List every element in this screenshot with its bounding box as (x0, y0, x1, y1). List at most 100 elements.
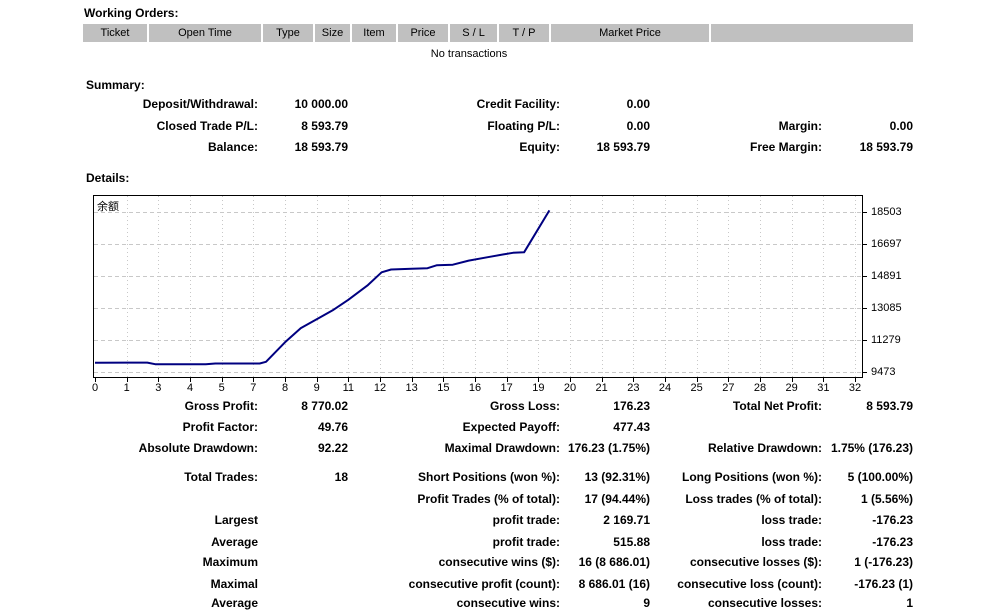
stat-value: -176.23 (872, 535, 913, 549)
x-axis-tick-label: 27 (722, 382, 735, 394)
stat-label: loss trade: (761, 513, 822, 527)
stat-label: Absolute Drawdown: (138, 441, 258, 455)
no-transactions-message: No transactions (430, 48, 508, 60)
stat-value: 1.75% (176.23) (830, 441, 913, 455)
column-header-price: Price (398, 24, 448, 42)
summary-row: Balance: 18 593.79 Equity: 18 593.79 Fre… (0, 140, 994, 156)
stat-label: Gross Loss: (489, 399, 560, 413)
y-axis-tick-label: 13085 (871, 302, 902, 314)
details-row: Maximal consecutive profit (count): 8 68… (0, 577, 994, 593)
column-header-tp: T / P (499, 24, 549, 42)
stat-value: 477.43 (613, 420, 650, 434)
column-header-open-time: Open Time (149, 24, 261, 42)
x-axis-tick-label: 29 (785, 382, 798, 394)
stat-label: Average (211, 535, 258, 549)
column-header-market-price: Market Price (551, 24, 709, 42)
y-axis-tick-label: 11279 (871, 334, 901, 346)
x-axis-tick-label: 1 (123, 382, 130, 394)
stat-value: 49.76 (317, 420, 348, 434)
details-row: Average profit trade: 515.88 loss trade:… (0, 535, 994, 551)
stat-label: Balance: (207, 140, 258, 154)
chart-canvas (93, 195, 867, 382)
stat-value: 176.23 (613, 399, 650, 413)
stat-value: 18 593.79 (596, 140, 650, 154)
stat-value: 18 593.79 (859, 140, 913, 154)
column-header-empty (711, 24, 913, 42)
stat-value: 13 (92.31%) (584, 470, 650, 484)
stat-value: 0.00 (889, 119, 913, 133)
stat-value: -176.23 (1) (854, 577, 913, 591)
stat-value: 9 (643, 596, 650, 610)
x-axis-tick-label: 17 (500, 382, 513, 394)
stat-value: 92.22 (317, 441, 348, 455)
x-axis-tick-label: 20 (563, 382, 577, 394)
stat-label: consecutive loss (count): (677, 577, 822, 591)
stat-value: 0.00 (626, 97, 650, 111)
balance-chart: 余额 0 1 3 4 5 7 8 9 11 12 13 15 16 17 19 20 21 23 24 25 27 28 2… (91, 195, 993, 405)
stat-label: Average (211, 596, 258, 610)
stat-label: Relative Drawdown: (707, 441, 822, 455)
stat-label: Long Positions (won %): (682, 470, 822, 484)
working-orders-title: Working Orders: (84, 6, 179, 20)
details-row: Absolute Drawdown: 92.22 Maximal Drawdow… (0, 441, 994, 457)
x-axis-tick-label: 24 (658, 382, 672, 394)
stat-label: Gross Profit: (184, 399, 258, 413)
stat-value: 10 000.00 (294, 97, 348, 111)
summary-row: Deposit/Withdrawal: 10 000.00 Credit Fac… (0, 97, 994, 113)
x-axis-tick-label: 28 (753, 382, 767, 394)
y-axis-tick-label: 18503 (871, 206, 902, 218)
x-axis-tick-label: 23 (627, 382, 640, 394)
stat-value: 2 169.71 (603, 513, 650, 527)
summary-title: Summary: (86, 78, 145, 92)
column-header-ticket: Ticket (83, 24, 147, 42)
working-orders-header-row: Ticket Open Time Type Size Item Price S … (83, 24, 913, 42)
stat-label: Floating P/L: (487, 119, 560, 133)
stat-label: Total Net Profit: (732, 399, 822, 413)
column-header-sl: S / L (450, 24, 497, 42)
stat-label: Equity: (519, 140, 560, 154)
stat-label: profit trade: (492, 513, 560, 527)
stat-label: Closed Trade P/L: (156, 119, 258, 133)
details-row: Total Trades: 18 Short Positions (won %)… (0, 470, 994, 486)
stat-label: Margin: (778, 119, 822, 133)
stat-label: profit trade: (492, 535, 560, 549)
stat-value: 8 686.01 (16) (578, 577, 650, 591)
balance-line (94, 209, 551, 366)
stat-value: 1 (-176.23) (854, 555, 913, 569)
x-axis-tick-label: 7 (250, 382, 257, 394)
stat-value: 0.00 (626, 119, 650, 133)
stat-label: consecutive losses ($): (689, 555, 822, 569)
y-axis-tick-label: 14891 (871, 270, 902, 282)
column-header-item: Item (352, 24, 396, 42)
stat-label: Short Positions (won %): (418, 470, 560, 484)
stat-value: 8 770.02 (301, 399, 348, 413)
stat-value: 8 593.79 (301, 119, 348, 133)
x-axis-tick-label: 31 (817, 382, 830, 394)
chart-series-label: 余额 (97, 201, 119, 213)
x-axis-tick-label: 9 (313, 382, 320, 394)
x-axis-tick-label: 3 (155, 382, 162, 394)
details-row: Gross Profit: 8 770.02 Gross Loss: 176.2… (0, 399, 994, 415)
stat-label: consecutive losses: (707, 596, 822, 610)
x-axis-tick-label: 5 (218, 382, 225, 394)
details-row: Average consecutive wins: 9 consecutive … (0, 596, 994, 611)
stat-label: Maximal Drawdown: (444, 441, 560, 455)
stat-value: 515.88 (613, 535, 650, 549)
stat-value: 1 (906, 596, 913, 610)
details-row: Largest profit trade: 2 169.71 loss trad… (0, 513, 994, 529)
stat-value: 1 (5.56%) (860, 492, 913, 506)
column-header-size: Size (315, 24, 350, 42)
stat-label: Loss trades (% of total): (685, 492, 822, 506)
details-title: Details: (86, 171, 130, 185)
stat-value: 8 593.79 (866, 399, 913, 413)
y-axis-tick-label: 9473 (871, 366, 896, 378)
stat-value: 18 (334, 470, 348, 484)
stat-label: Profit Factor: (182, 420, 258, 434)
column-header-type: Type (263, 24, 313, 42)
details-row: Profit Trades (% of total): 17 (94.44%) … (0, 492, 994, 508)
x-axis-tick-label: 0 (91, 382, 99, 394)
x-axis-tick-label: 32 (848, 382, 862, 394)
x-axis-tick-label: 25 (690, 382, 703, 394)
stat-label: Maximum (202, 555, 258, 569)
stat-value: 176.23 (1.75%) (567, 441, 650, 455)
